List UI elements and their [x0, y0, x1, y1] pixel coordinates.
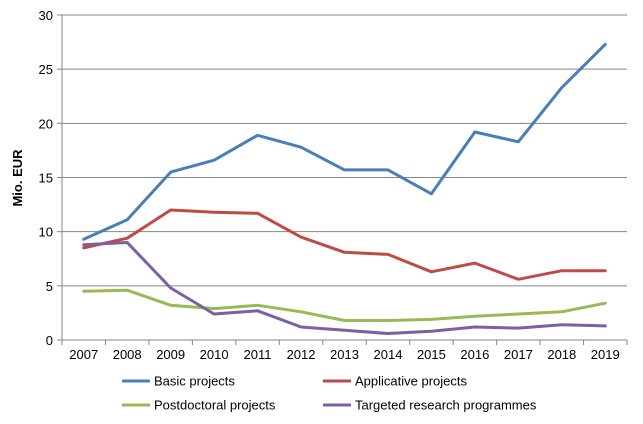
y-tick-labels: 0 5 10 15 20 25 30 [39, 8, 53, 348]
axes [61, 15, 628, 345]
legend: Basic projects Applicative projects Postdo… [122, 374, 537, 413]
y-tick-label: 15 [39, 171, 53, 186]
legend-item: Basic projects [122, 374, 235, 389]
x-tick-label: 2011 [244, 347, 272, 362]
series-lines [82, 42, 607, 335]
legend-label: Applicative projects [355, 374, 467, 389]
series-line-0 [82, 42, 607, 241]
y-axis-label: Mio. EUR [10, 149, 25, 207]
x-tick-labels: 2007 2008 2009 2010 2011 2012 2013 2014 2015 2016… [69, 347, 619, 362]
y-tick-label: 0 [46, 333, 53, 348]
legend-item: Postdoctoral projects [122, 398, 276, 413]
series-line-1 [82, 208, 607, 281]
series-line-3 [82, 241, 607, 335]
x-tick-label: 2018 [547, 347, 576, 362]
y-tick-label: 20 [39, 116, 53, 131]
x-tick-label: 2017 [504, 347, 533, 362]
y-tick-label: 5 [46, 279, 53, 294]
x-tick-label: 2009 [156, 347, 185, 362]
x-tick-label: 2013 [330, 347, 359, 362]
x-tick-label: 2008 [113, 347, 142, 362]
legend-label: Postdoctoral projects [154, 398, 276, 413]
x-tick-label: 2010 [200, 347, 229, 362]
y-tick-label: 30 [39, 8, 53, 23]
x-tick-label: 2007 [69, 347, 98, 362]
legend-label: Targeted research programmes [355, 398, 537, 413]
legend-item: Applicative projects [323, 374, 467, 389]
legend-label: Basic projects [154, 374, 235, 389]
x-tick-label: 2015 [417, 347, 446, 362]
legend-item: Targeted research programmes [323, 398, 537, 413]
gridlines [57, 14, 627, 341]
x-tick-label: 2019 [591, 347, 620, 362]
x-tick-label: 2014 [374, 347, 403, 362]
series-line-2 [82, 288, 607, 322]
y-tick-label: 10 [39, 225, 53, 240]
x-tick-label: 2012 [287, 347, 316, 362]
x-tick-label: 2016 [460, 347, 489, 362]
y-tick-label: 25 [39, 62, 53, 77]
